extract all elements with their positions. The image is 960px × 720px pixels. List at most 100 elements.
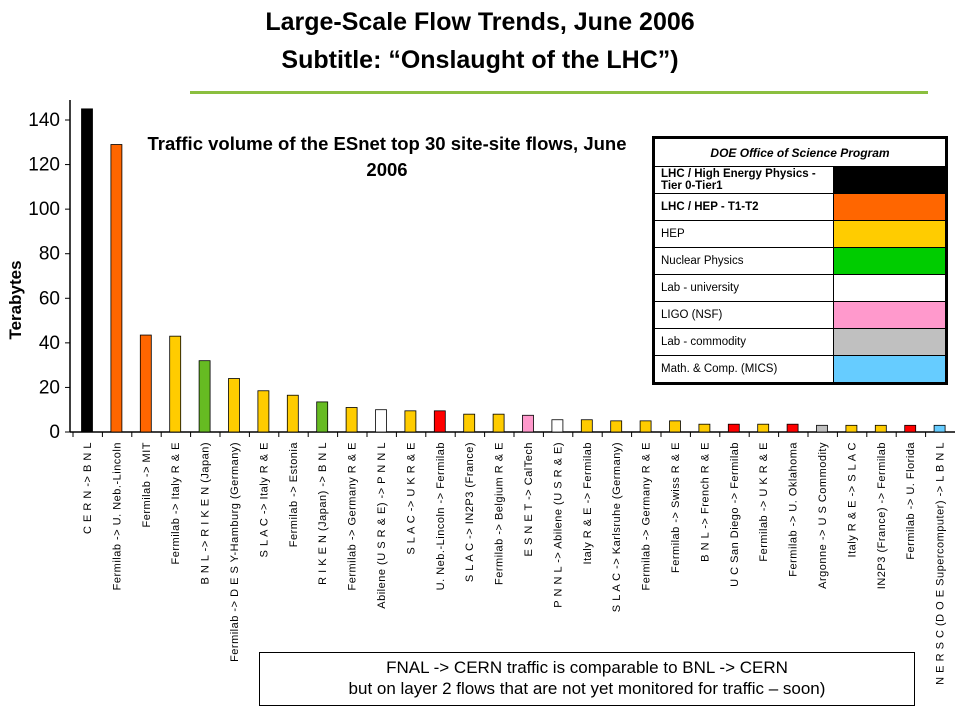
title-divider xyxy=(190,91,928,94)
y-tick-label: 120 xyxy=(28,155,60,176)
x-tick-label: N E R S C (D O E Supercomputer) -> L B N… xyxy=(935,442,947,685)
x-tick-label: Fermilab -> U K R & E xyxy=(758,442,770,562)
bar xyxy=(404,410,417,433)
bar xyxy=(551,419,564,433)
bar xyxy=(904,424,917,433)
legend-label: Lab - university xyxy=(653,274,835,302)
x-tick-label: S L A C -> U K R & E xyxy=(405,442,417,555)
bar xyxy=(110,144,123,433)
x-tick-label: Fermilab -> Belgium R & E xyxy=(494,442,506,585)
legend-row: LHC / High Energy Physics - Tier 0-Tier1 xyxy=(653,166,946,194)
legend-label: Nuclear Physics xyxy=(653,247,835,275)
x-tick-label: IN2P3 (France) -> Fermilab xyxy=(876,442,888,589)
y-tick-label: 80 xyxy=(39,244,60,265)
page-title: Large-Scale Flow Trends, June 2006 xyxy=(265,8,695,36)
legend-swatch xyxy=(833,220,946,248)
bar xyxy=(257,390,270,433)
legend-swatch xyxy=(833,355,946,383)
bar xyxy=(845,424,858,433)
legend-row: Nuclear Physics xyxy=(653,247,946,275)
legend-row: LIGO (NSF) xyxy=(653,301,946,329)
bar xyxy=(727,423,740,433)
y-axis-label: Terabytes xyxy=(6,260,25,339)
bar xyxy=(139,334,152,433)
legend-row: HEP xyxy=(653,220,946,248)
legend-label: Math. & Comp. (MICS) xyxy=(653,355,835,383)
x-tick-label: Fermilab -> U. Florida xyxy=(905,442,917,560)
x-tick-label: Fermilab -> U. Oklahoma xyxy=(788,442,800,577)
note-line-2: but on layer 2 flows that are not yet mo… xyxy=(348,679,826,698)
x-tick-label: S L A C -> Karlsruhe (Germany) xyxy=(611,442,623,612)
x-tick-label: Fermilab -> D E S Y-Hamburg (Germany) xyxy=(229,442,241,662)
x-tick-label: Fermilab -> MIT xyxy=(141,442,153,527)
legend-label: LHC / HEP - T1-T2 xyxy=(653,193,835,221)
y-tick-label: 20 xyxy=(39,377,60,398)
legend-swatch xyxy=(833,274,946,302)
x-tick-label: E S N E T -> CalTech xyxy=(523,442,535,556)
y-tick-label: 140 xyxy=(28,110,60,131)
bar xyxy=(81,108,93,433)
x-tick-label: Italy R & E -> S L A C xyxy=(846,442,858,557)
legend-label: HEP xyxy=(653,220,835,248)
note-box: FNAL -> CERN traffic is comparable to BN… xyxy=(259,652,915,706)
legend-header: DOE Office of Science Program xyxy=(654,138,946,167)
x-tick-label: Abilene (U S R & E) -> P N N L xyxy=(376,442,388,609)
x-tick-label: Fermilab -> Italy R & E xyxy=(170,442,182,564)
bar xyxy=(433,410,446,433)
x-tick-label: R I K E N (Japan) -> B N L xyxy=(317,442,329,585)
legend-label: Lab - commodity xyxy=(653,328,835,356)
legend-row: Math. & Comp. (MICS) xyxy=(653,355,946,383)
bar xyxy=(463,413,476,433)
bar xyxy=(610,420,623,433)
bar xyxy=(492,413,505,433)
y-tick-label: 0 xyxy=(49,422,60,443)
legend-label: LIGO (NSF) xyxy=(653,301,835,329)
legend-row: Lab - commodity xyxy=(653,328,946,356)
y-tick-label: 40 xyxy=(39,333,60,354)
legend-swatch xyxy=(833,328,946,356)
chart-title: Traffic volume of the ESnet top 30 site-… xyxy=(132,131,642,183)
bar xyxy=(345,407,358,433)
x-tick-label: S L A C -> Italy R & E xyxy=(258,442,270,557)
legend-row: LHC / HEP - T1-T2 xyxy=(653,193,946,221)
bar xyxy=(816,424,828,433)
x-tick-label: Fermilab -> Estonia xyxy=(288,442,300,548)
x-tick-label: Argonne -> U S Commodity xyxy=(817,442,829,589)
bar xyxy=(522,414,534,433)
bar xyxy=(228,378,240,433)
x-tick-label: Italy R & E -> Fermilab xyxy=(582,442,594,564)
bar xyxy=(580,419,593,433)
y-tick-label: 100 xyxy=(28,199,60,220)
bar xyxy=(639,420,652,433)
x-tick-label: U. Neb.-Lincoln -> Fermilab xyxy=(435,442,447,590)
bar xyxy=(874,424,887,433)
page-subtitle: Subtitle: “Onslaught of the LHC”) xyxy=(281,46,679,74)
x-tick-label: P N N L -> Abilene (U S R & E) xyxy=(552,442,564,608)
x-tick-label: B N L -> R I K E N (Japan) xyxy=(200,442,212,585)
bar xyxy=(375,409,387,433)
x-tick-label: Fermilab -> Swiss R & E xyxy=(670,442,682,573)
x-tick-label: U C San Diego -> Fermilab xyxy=(729,442,741,587)
legend-swatch xyxy=(833,193,946,221)
x-tick-label: S L A C -> IN2P3 (France) xyxy=(464,442,476,582)
legend-row: Lab - university xyxy=(653,274,946,302)
x-tick-label: B N L -> French R & E xyxy=(699,442,711,562)
x-tick-label: C E R N -> B N L xyxy=(82,442,94,534)
bar xyxy=(698,423,711,433)
x-tick-label: Fermilab -> Germany R & E xyxy=(641,442,653,591)
bar xyxy=(316,401,329,433)
x-tick-label: Fermilab -> Germany R & E xyxy=(347,442,359,591)
note-line-1: FNAL -> CERN traffic is comparable to BN… xyxy=(386,658,788,677)
y-tick-label: 60 xyxy=(39,288,60,309)
x-tick-label: Fermilab -> U. Neb.-Lincoln xyxy=(111,442,123,590)
legend: DOE Office of Science Program LHC / High… xyxy=(652,136,948,385)
legend-swatch xyxy=(833,166,946,194)
bar xyxy=(933,424,946,433)
bar xyxy=(786,423,799,433)
legend-label: LHC / High Energy Physics - Tier 0-Tier1 xyxy=(653,166,835,194)
bar xyxy=(286,394,299,433)
bar xyxy=(198,360,211,433)
bar xyxy=(757,423,770,433)
bar xyxy=(169,335,182,433)
